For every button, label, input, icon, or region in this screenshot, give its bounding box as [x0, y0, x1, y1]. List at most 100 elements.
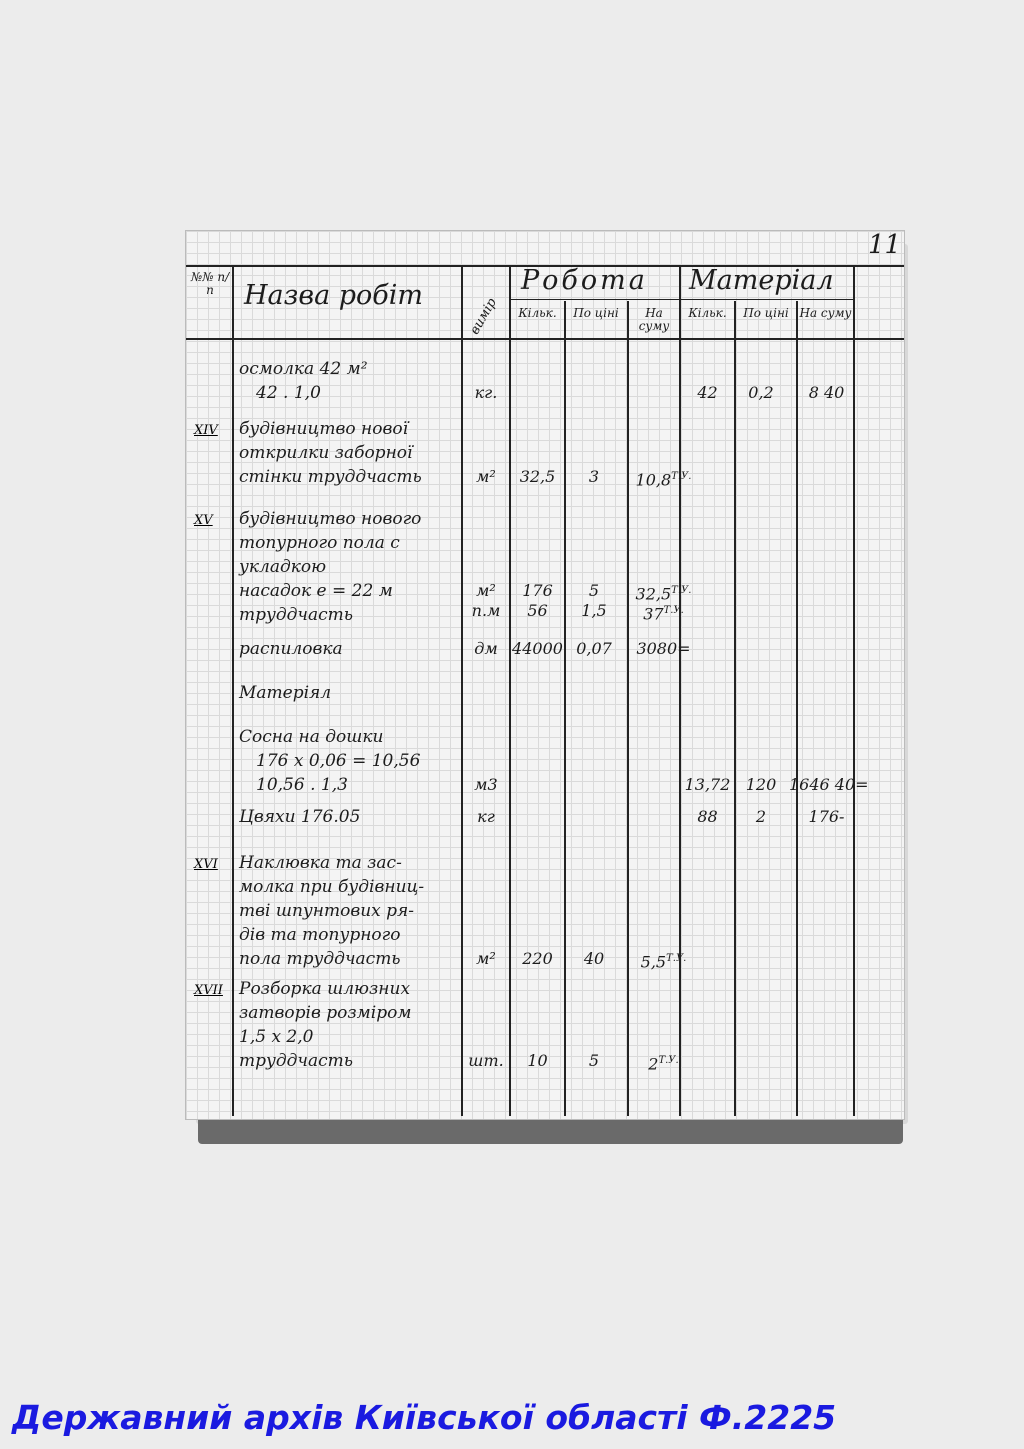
work-name-line: Розборка шлюзних: [239, 979, 411, 999]
unit-cell: м²: [476, 581, 496, 600]
work-price: 1,5: [566, 601, 622, 620]
tu-mark: Т.У.: [671, 585, 692, 596]
unit-cell: м3: [474, 775, 498, 794]
row-number: XIV: [194, 423, 218, 438]
material-qty: 42: [697, 383, 718, 402]
material-price: 120: [745, 775, 777, 794]
work-sum: 2Т.У.: [626, 1051, 701, 1073]
archive-caption: Державний архів Київської області Ф.2225: [12, 1398, 837, 1437]
material-qty: 88: [697, 807, 718, 826]
cell-value: 32,5: [519, 467, 556, 486]
row-number: XVII: [194, 983, 223, 998]
tu-mark: Т.У.: [671, 471, 692, 482]
work-name-line: 10,56 . 1,3: [256, 775, 348, 795]
cell-value: 37: [643, 604, 664, 624]
unit-cell: кг.: [474, 383, 498, 402]
column-line: [232, 266, 234, 1116]
header-name: Назва робіт: [244, 280, 424, 311]
work-qty: 56: [511, 601, 564, 620]
work-name-line: насадок e = 22 м: [239, 581, 393, 601]
work-name-line: укладкою: [239, 557, 327, 577]
work-name-line: Сосна на дошки: [239, 727, 384, 747]
work-name-line: будівництво нового: [239, 509, 422, 529]
work-sum: 5,5Т.У.: [626, 949, 701, 971]
cell-value: 5: [588, 1051, 600, 1070]
work-name-line: молка при будівниц-: [239, 877, 425, 897]
header-material: Матеріал: [689, 265, 834, 296]
cell-value: 2: [648, 1054, 659, 1074]
material-sum: 176-: [808, 807, 845, 826]
cell-value: 5: [588, 581, 600, 600]
column-line: [796, 301, 798, 1116]
header-sub-line: [509, 299, 854, 300]
subheader-qty: Кільк.: [518, 306, 557, 320]
cell-value: 3: [588, 467, 600, 486]
work-qty: 10: [511, 1051, 564, 1070]
unit-cell: м²: [476, 949, 496, 968]
row-number: XV: [194, 513, 213, 528]
work-name-line: дів та топурного: [239, 925, 401, 945]
column-line: [853, 266, 855, 1116]
cell-value: 1,5: [581, 601, 607, 620]
header-bottom-line: [186, 338, 904, 340]
work-name-line: труддчасть: [239, 1051, 354, 1071]
cell-value: 0,07: [576, 639, 612, 658]
work-qty: 176: [511, 581, 564, 600]
work-name-line: будівництво нової: [239, 419, 409, 439]
work-price: 40: [566, 949, 622, 968]
work-sum: 3080=: [626, 639, 701, 658]
work-name-line: труддчасть: [239, 605, 354, 625]
cell-value: 40: [583, 949, 605, 968]
work-sum: 10,8Т.У.: [626, 467, 701, 489]
unit-cell: м²: [476, 467, 496, 486]
header-top-line: [186, 265, 904, 267]
work-name-line: топурного пола с: [239, 533, 400, 553]
unit-cell: шт.: [468, 1051, 504, 1070]
unit-cell: кг: [477, 807, 495, 826]
cell-value: 3080=: [636, 639, 691, 658]
tu-mark: Т.У.: [663, 605, 684, 616]
cell-value: 44000: [512, 639, 563, 658]
cell-value: 56: [527, 601, 548, 620]
work-name-line: стінки труддчасть: [239, 467, 422, 487]
column-line: [564, 301, 566, 1116]
work-name-line: открилки заборної: [239, 443, 413, 463]
page-number: 11: [868, 230, 902, 260]
work-qty: 32,5: [511, 467, 564, 486]
work-name-line: Матеріял: [239, 683, 332, 703]
column-line: [461, 266, 463, 1116]
material-price: 0,2: [748, 383, 774, 402]
material-sum: 1646 40=: [789, 775, 869, 794]
work-price: 0,07: [566, 639, 622, 658]
subheader-price: По ціні: [743, 306, 789, 320]
subheader-price: По ціні: [573, 306, 619, 320]
header-work: Робота: [521, 265, 648, 296]
cell-value: 5,5: [640, 952, 667, 972]
material-price: 2: [755, 807, 767, 826]
material-qty: 13,72: [684, 775, 731, 794]
column-line: [679, 266, 681, 1116]
row-number: XVI: [194, 857, 218, 872]
cell-value: 220: [522, 949, 553, 968]
column-line: [734, 301, 736, 1116]
work-name-line: тві шпунтових ря-: [239, 901, 415, 921]
cell-value: 32,5: [635, 584, 672, 604]
work-price: 5: [566, 581, 622, 600]
work-name-line: 42 . 1,0: [256, 383, 321, 403]
subheader-sum: На суму: [638, 306, 670, 333]
document-page: 11 №№ п/п Назва робіт вимір Робота Матер…: [185, 230, 905, 1120]
work-sum: 37Т.У.: [626, 601, 701, 623]
work-price: 3: [566, 467, 622, 486]
unit-cell: п.м: [471, 601, 501, 620]
header-num: №№ п/п: [190, 270, 230, 297]
work-name-line: 176 x 0,06 = 10,56: [256, 751, 421, 771]
work-name-line: осмолка 42 м²: [239, 359, 368, 379]
work-name-line: Цвяхи 176.05: [239, 807, 361, 827]
work-name-line: Наклювка та зас-: [239, 853, 402, 873]
work-name-line: пола труддчасть: [239, 949, 401, 969]
work-name-line: распиловка: [239, 639, 343, 659]
work-sum: 32,5Т.У.: [626, 581, 701, 603]
material-sum: 8 40: [808, 383, 845, 402]
cell-value: 10,8: [635, 470, 672, 490]
cell-value: 176: [522, 581, 553, 600]
